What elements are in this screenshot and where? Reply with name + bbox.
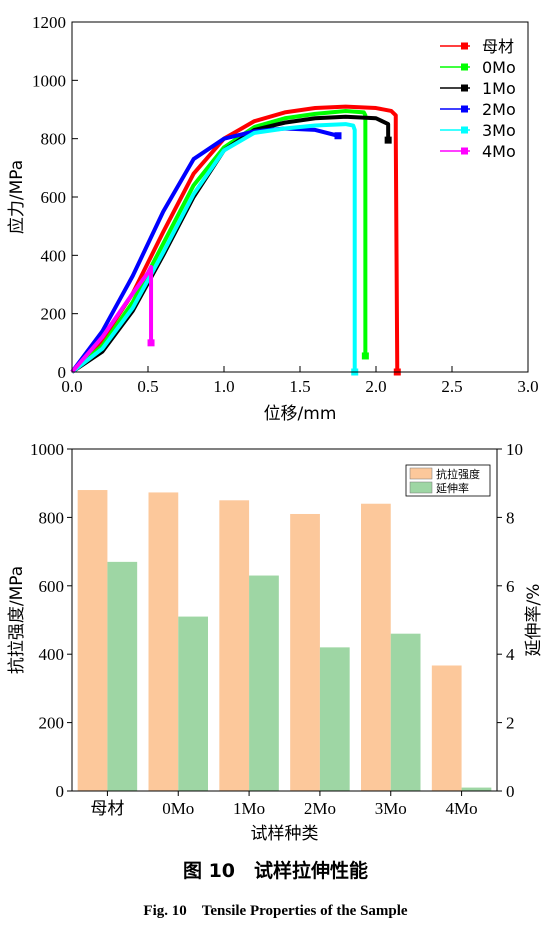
top-x-tick-label: 3.0 xyxy=(517,377,538,396)
curve-1 xyxy=(70,108,368,374)
legend-label: 延伸率 xyxy=(436,481,469,495)
bottom-axes: 母材 0Mo 1Mo 2Mo 3Mo 4Mo 0 200 400 600 800 1000 0 2 4 6 8 1… xyxy=(30,440,523,818)
bottom-right-y-tick-label: 4 xyxy=(506,645,515,664)
bottom-plot-frame xyxy=(71,448,498,792)
bar-elongation xyxy=(390,633,421,791)
top-x-tick-label: 1.5 xyxy=(289,377,310,396)
bottom-right-y-tick-label: 2 xyxy=(506,714,515,733)
bottom-left-y-tick-label: 200 xyxy=(39,714,65,733)
curve-0 xyxy=(70,104,400,374)
curve-end-marker xyxy=(147,339,155,347)
legend-marker xyxy=(461,105,468,113)
bar-strength xyxy=(431,665,462,791)
bottom-left-y-tick-label: 600 xyxy=(39,577,65,596)
tensile-bar-chart: 母材 0Mo 1Mo 2Mo 3Mo 4Mo 0 200 400 600 800 1000 0 2 4 6 8 1… xyxy=(7,440,544,844)
legend-marker xyxy=(461,42,468,50)
legend-label: 母材 xyxy=(482,37,514,56)
bottom-right-y-tick-label: 0 xyxy=(506,782,515,801)
bottom-right-y-axis-label: 延伸率/% xyxy=(524,584,544,657)
legend-marker xyxy=(461,63,468,71)
legend-label: 1Mo xyxy=(482,79,516,98)
legend-swatch xyxy=(409,467,433,480)
bar-strength xyxy=(148,492,179,791)
top-x-tick-label: 0.0 xyxy=(61,377,82,396)
stress-curves xyxy=(70,104,401,376)
top-plot-frame xyxy=(71,21,529,373)
legend-label: 抗拉强度 xyxy=(436,467,480,481)
curve-5 xyxy=(70,265,154,374)
bars xyxy=(77,490,492,791)
top-y-tick-label: 1000 xyxy=(32,71,66,90)
stress-displacement-chart: 0.0 0.5 1.0 1.5 2.0 2.5 3.0 0 200 400 600 800 1000 12… xyxy=(7,13,539,424)
curve-end-marker xyxy=(361,352,369,360)
top-x-tick-label: 2.0 xyxy=(365,377,386,396)
bar-elongation xyxy=(249,575,279,791)
bar-strength xyxy=(77,490,108,791)
bottom-left-y-tick-label: 0 xyxy=(56,782,65,801)
bottom-x-tick-label: 4Mo xyxy=(446,799,478,818)
bottom-right-y-tick-label: 8 xyxy=(506,508,515,527)
bar-elongation xyxy=(178,616,208,791)
top-y-tick-label: 1200 xyxy=(32,13,66,32)
bottom-y-axis-label: 抗拉强度/MPa xyxy=(7,566,27,674)
bar-strength xyxy=(361,503,391,791)
bottom-right-y-tick-label: 10 xyxy=(506,440,523,459)
top-y-axis-label: 应力/MPa xyxy=(7,160,27,234)
bottom-left-y-tick-label: 1000 xyxy=(30,440,64,459)
bottom-x-tick-label: 2Mo xyxy=(304,799,336,818)
bar-elongation xyxy=(107,561,138,791)
legend-marker xyxy=(461,126,468,134)
bottom-x-tick-label: 母材 xyxy=(90,799,124,818)
curve-end-marker xyxy=(334,132,342,140)
figure-caption-english: Fig. 10 Tensile Properties of the Sample xyxy=(143,903,408,919)
bar-strength xyxy=(219,500,250,791)
top-x-tick-label: 1.0 xyxy=(213,377,234,396)
bottom-x-tick-label: 0Mo xyxy=(162,799,194,818)
top-y-tick-label: 0 xyxy=(58,363,67,382)
bar-elongation xyxy=(319,647,350,791)
curve-2 xyxy=(70,114,391,374)
top-y-tick-label: 400 xyxy=(41,246,67,265)
legend-label: 4Mo xyxy=(482,142,516,161)
top-legend: 母材 0Mo 1Mo 2Mo 3Mo 4Mo xyxy=(440,37,516,161)
bottom-x-axis-label: 试样种类 xyxy=(251,824,319,844)
bar-elongation xyxy=(461,787,492,791)
figure: 0.0 0.5 1.0 1.5 2.0 2.5 3.00200400600800100012… xyxy=(7,13,544,844)
bottom-x-tick-label: 3Mo xyxy=(375,799,407,818)
top-x-tick-label: 2.5 xyxy=(441,377,462,396)
legend-swatch xyxy=(409,481,433,494)
bottom-left-y-tick-label: 800 xyxy=(39,508,65,527)
figure-caption-chinese: 图 10 试样拉伸性能 xyxy=(182,860,369,882)
bottom-left-y-tick-label: 400 xyxy=(39,645,65,664)
top-x-axis-label: 位移/mm xyxy=(264,404,337,424)
bottom-x-tick-label: 1Mo xyxy=(233,799,265,818)
top-y-tick-label: 200 xyxy=(41,305,67,324)
bar-strength xyxy=(290,513,320,791)
legend-marker xyxy=(461,84,468,92)
curve-3 xyxy=(70,126,339,374)
top-axes: 0.0 0.5 1.0 1.5 2.0 2.5 3.0 0 200 400 600 800 1000 12… xyxy=(32,13,539,396)
legend-label: 0Mo xyxy=(482,58,516,77)
top-y-tick-label: 600 xyxy=(41,188,67,207)
curve-4 xyxy=(70,122,357,374)
curve-end-marker xyxy=(384,136,392,144)
top-x-tick-label: 0.5 xyxy=(137,377,158,396)
bottom-right-y-tick-label: 6 xyxy=(506,577,515,596)
legend-label: 2Mo xyxy=(482,100,516,119)
legend-marker xyxy=(461,147,468,155)
legend-label: 3Mo xyxy=(482,121,516,140)
top-y-tick-label: 800 xyxy=(41,130,67,149)
